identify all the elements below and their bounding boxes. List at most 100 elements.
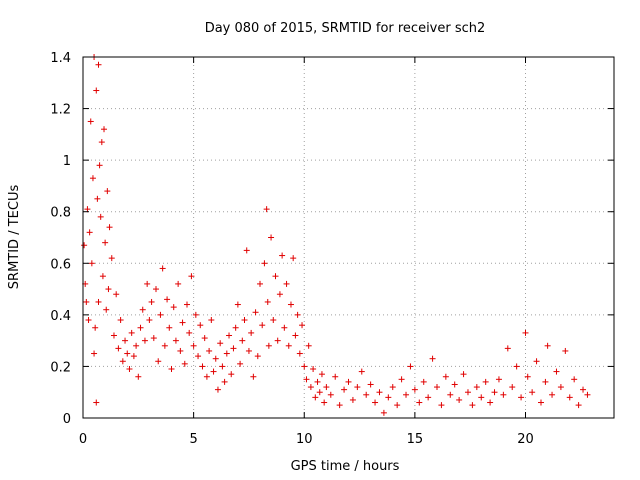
data-point [164,296,171,303]
data-point [86,229,93,236]
data-point [411,386,418,393]
data-point [354,384,361,391]
data-point [257,280,263,287]
data-point [95,61,102,68]
data-point [580,386,587,393]
data-point [398,376,405,383]
data-point [321,399,328,406]
data-point [509,384,516,391]
data-point [92,324,99,331]
data-point [188,273,195,280]
data-point [81,242,88,249]
data-point [108,255,115,262]
data-point [245,347,252,354]
data-point [223,350,230,357]
data-point [179,319,186,326]
data-point [243,247,250,254]
data-point [349,396,356,403]
data-point [172,337,179,344]
data-point [135,373,142,380]
x-tick-label: 15 [407,432,424,447]
data-point [228,371,235,378]
data-point [254,353,261,360]
data-point [153,286,160,293]
data-point [128,329,135,336]
data-point [341,386,348,393]
data-point [270,317,277,324]
data-point [425,394,432,401]
data-point [429,355,436,362]
data-point [469,402,476,409]
data-point [456,396,463,403]
data-point [94,195,101,202]
y-tick-label: 0.8 [50,206,71,221]
data-point [299,322,306,329]
data-point [504,345,511,352]
data-point [98,139,105,146]
data-point [584,391,591,398]
data-point [239,337,246,344]
data-point [93,399,100,406]
data-point [434,384,440,391]
data-point [203,373,210,380]
data-point [305,342,312,349]
data-point [146,317,153,324]
data-point [175,280,182,287]
data-point [447,391,454,398]
data-point [296,350,303,357]
data-point [122,337,129,344]
data-point [327,391,334,398]
data-point [571,376,578,383]
data-point [150,335,157,342]
data-point [542,378,549,385]
data-point [166,324,173,331]
y-tick-label: 1 [63,154,71,169]
data-point [159,265,166,272]
data-point [119,358,126,365]
data-point [83,298,90,305]
data-point [87,118,94,125]
y-tick-label: 0.4 [50,309,71,324]
data-point [276,291,283,298]
data-point [442,373,449,380]
data-point [104,188,111,195]
data-point [115,345,122,352]
data-points [81,54,591,416]
data-point [394,402,401,409]
data-point [513,363,520,370]
data-point [529,389,536,396]
data-point [192,311,199,318]
chart-title: Day 080 of 2015, SRMTID for receiver sch… [205,21,486,36]
data-point [473,384,480,391]
data-point [234,301,241,308]
x-tick-label: 20 [517,432,534,447]
data-point [500,391,507,398]
data-point [210,368,217,375]
data-point [252,309,259,316]
data-point [248,329,255,336]
data-point [105,286,112,293]
data-point [219,363,226,370]
data-point [416,399,423,406]
axis-ticks [82,56,614,419]
data-point [206,347,213,354]
data-point [287,301,294,308]
data-point [549,391,556,398]
data-point [237,360,244,367]
data-point [186,329,193,336]
data-point [487,399,494,406]
data-point [130,353,137,360]
data-point [113,291,120,298]
data-point [148,298,155,305]
data-point [157,311,164,318]
data-point [438,402,445,409]
data-point [285,342,292,349]
data-point [241,317,248,324]
data-point [208,317,215,324]
data-point [385,394,392,401]
y-tick-label: 0.2 [50,360,71,375]
data-point [101,126,108,133]
data-point [190,342,197,349]
plot-frame [82,56,615,419]
